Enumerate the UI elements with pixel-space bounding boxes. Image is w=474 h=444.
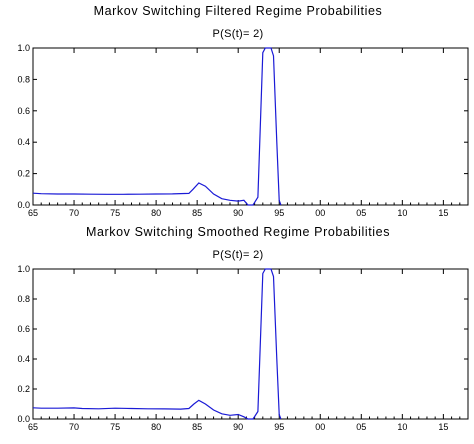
chart-title: Markov Switching Smoothed Regime Probabi… bbox=[86, 225, 390, 239]
series-line bbox=[32, 268, 282, 420]
y-tick-label: 0.6 bbox=[17, 106, 30, 116]
x-tick-label: 65 bbox=[28, 208, 38, 218]
chart-subtitle: P(S(t)= 2) bbox=[213, 249, 264, 261]
y-tick-label: 0.6 bbox=[17, 324, 30, 334]
smoothed-probabilities-panel: Markov Switching Smoothed Regime Probabi… bbox=[17, 225, 469, 432]
x-tick-label: 15 bbox=[438, 208, 448, 218]
y-tick-label: 0.8 bbox=[17, 74, 30, 84]
series-lines bbox=[32, 47, 282, 206]
filtered-probabilities-panel: Markov Switching Filtered Regime Probabi… bbox=[17, 4, 469, 218]
y-tick-label: 0.2 bbox=[17, 384, 30, 394]
x-tick-label: 95 bbox=[274, 208, 284, 218]
y-tick-label: 1.0 bbox=[17, 264, 30, 274]
x-tick-label: 75 bbox=[110, 422, 120, 432]
x-tick-label: 85 bbox=[192, 422, 202, 432]
x-tick-label: 70 bbox=[69, 208, 79, 218]
x-tick-label: 10 bbox=[397, 422, 407, 432]
x-tick-label: 10 bbox=[397, 208, 407, 218]
series-line bbox=[32, 47, 282, 206]
y-tick-label: 0.4 bbox=[17, 137, 30, 147]
x-tick-label: 90 bbox=[233, 422, 243, 432]
x-tick-label: 05 bbox=[356, 208, 366, 218]
axis-ticks bbox=[32, 268, 469, 420]
x-tick-label: 80 bbox=[151, 208, 161, 218]
chart-title: Markov Switching Filtered Regime Probabi… bbox=[94, 4, 383, 18]
x-tick-label: 95 bbox=[274, 422, 284, 432]
y-tick-label: 0.4 bbox=[17, 354, 30, 364]
y-tick-label: 1.0 bbox=[17, 43, 30, 53]
axis-ticks bbox=[32, 47, 469, 206]
x-tick-label: 90 bbox=[233, 208, 243, 218]
x-tick-label: 65 bbox=[28, 422, 38, 432]
y-tick-label: 0.0 bbox=[17, 414, 30, 424]
plot-frame bbox=[32, 47, 469, 206]
y-tick-label: 0.8 bbox=[17, 294, 30, 304]
x-tick-label: 75 bbox=[110, 208, 120, 218]
x-tick-label: 05 bbox=[356, 422, 366, 432]
chart-subtitle: P(S(t)= 2) bbox=[213, 28, 264, 40]
axis-tick-labels: 0.0 0.2 0.4 0.6 0.8 1.0 65 70 75 80 85 90 95 00 05 10 15 bbox=[17, 43, 448, 218]
y-tick-label: 0.0 bbox=[17, 200, 30, 210]
x-tick-label: 80 bbox=[151, 422, 161, 432]
x-tick-label: 00 bbox=[315, 208, 325, 218]
y-tick-label: 0.2 bbox=[17, 169, 30, 179]
x-tick-label: 70 bbox=[69, 422, 79, 432]
series-lines bbox=[32, 268, 282, 420]
plot-frame bbox=[32, 268, 469, 420]
x-tick-label: 00 bbox=[315, 422, 325, 432]
x-tick-label: 15 bbox=[438, 422, 448, 432]
x-tick-label: 85 bbox=[192, 208, 202, 218]
axis-tick-labels: 0.0 0.2 0.4 0.6 0.8 1.0 65 70 75 80 85 90 95 00 05 10 15 bbox=[17, 264, 448, 432]
